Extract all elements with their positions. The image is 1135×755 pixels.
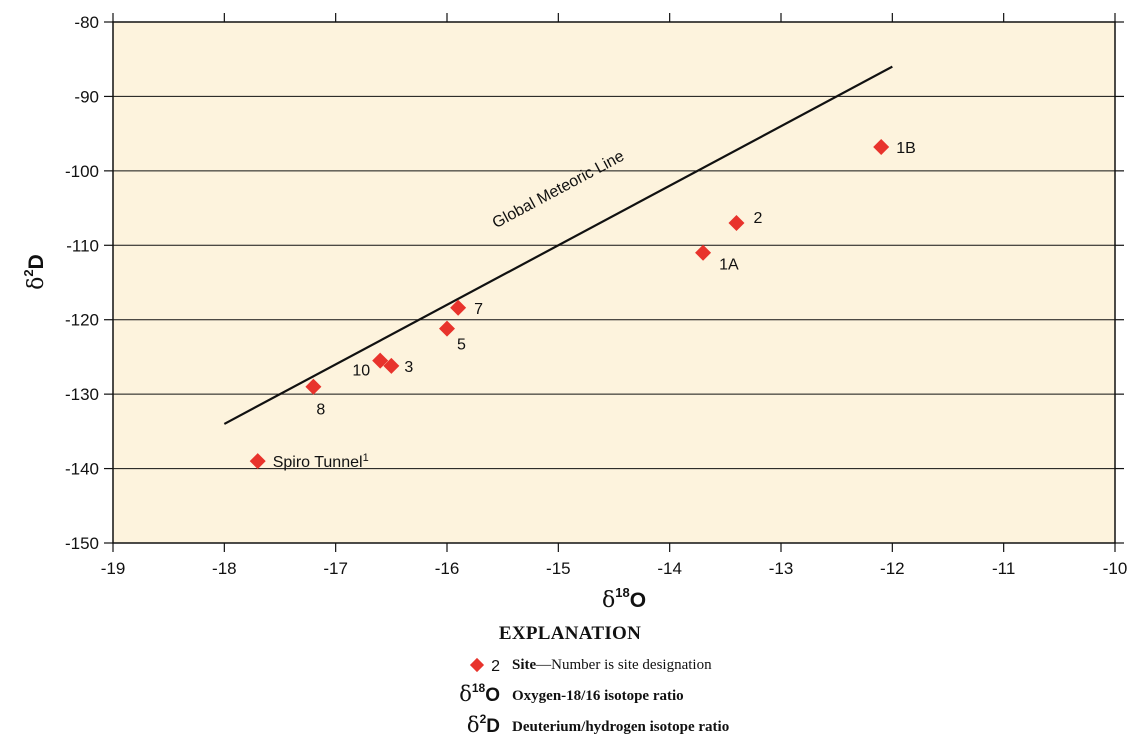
x-tick-label: -14: [657, 559, 682, 578]
x-axis-title-symbol: δ: [602, 588, 615, 613]
y-tick-label: -120: [65, 311, 99, 330]
data-point-label: 3: [404, 359, 413, 376]
explanation-title: EXPLANATION: [498, 623, 642, 644]
global-meteoric-line: [223, 65, 893, 425]
data-point-label: 5: [457, 337, 466, 354]
x-axis-title-superscript: 18: [615, 585, 629, 600]
diamond-marker-icon: [470, 657, 485, 673]
x-tick-label: -16: [435, 559, 460, 578]
explanation-legend: EXPLANATION 2 Site—Number is site design…: [300, 623, 840, 742]
legend-oxygen-key: δ18O: [459, 681, 500, 707]
data-point-marker: [873, 139, 890, 156]
x-tick-label: -18: [212, 559, 237, 578]
svg-text:δ18O: δ18O: [602, 585, 646, 613]
x-tick-label: -11: [992, 559, 1015, 578]
legend-site-key: 2: [470, 657, 500, 676]
legend-site-description: —Number is site designation: [536, 657, 712, 673]
y-tick-label: -110: [66, 236, 99, 255]
data-point-marker: [439, 320, 455, 337]
legend-row-deuterium: δ2D Deuterium/hydrogen isotope ratio: [300, 711, 840, 742]
legend-oxygen-text: Oxygen-18/16 isotope ratio: [512, 688, 684, 705]
legend-oxygen-symbol: δ: [459, 682, 472, 706]
data-point-marker: [695, 244, 712, 261]
legend-oxygen-description: Oxygen-18/16 isotope ratio: [512, 688, 684, 704]
legend-oxygen-element: O: [485, 685, 500, 706]
x-tick-label: -13: [769, 559, 794, 578]
data-point-label: 2: [753, 210, 762, 227]
legend-deuterium-description: Deuterium/hydrogen isotope ratio: [512, 719, 730, 735]
scatter-chart: -19 -18 -17 -16 -15 -14 -13 -12 -11 -10 -80 -90 -10…: [21, 13, 1128, 613]
y-axis-title-element: D: [25, 254, 48, 269]
y-tick-labels: -80 -90 -100 -110 -120 -130 -140 -150: [65, 13, 99, 553]
data-point-label: 10: [352, 363, 370, 380]
y-tick-label: -150: [65, 534, 99, 553]
x-tick-label: -19: [101, 559, 126, 578]
legend-site-key-number: 2: [491, 658, 500, 675]
x-tick-label: -17: [323, 559, 348, 578]
data-point-marker: [728, 214, 745, 231]
data-point-marker: [372, 352, 389, 369]
x-axis-title: δ18O: [602, 585, 646, 613]
x-tick-label: -12: [880, 559, 905, 578]
legend-deuterium-superscript: 2: [479, 712, 487, 726]
y-axis-title-superscript: 2: [21, 269, 36, 276]
x-tick-labels: -19 -18 -17 -16 -15 -14 -13 -12 -11 -10: [101, 559, 1128, 578]
y-tick-label: -90: [74, 87, 99, 106]
x-tick-label: -10: [1103, 559, 1128, 578]
y-tick-label: -130: [65, 385, 99, 404]
y-tick-label: -100: [65, 162, 99, 181]
point-labels: 1B 2 1A 7 5 3 10 8 Spiro Tunnel1: [273, 140, 916, 471]
legend-row-site: 2 Site—Number is site designation: [300, 649, 840, 680]
data-point-marker: [450, 299, 467, 316]
y-axis-title: δ2D: [21, 254, 49, 290]
data-points: [249, 139, 890, 470]
plot-area: [113, 22, 1115, 543]
y-tick-label: -80: [74, 13, 99, 32]
legend-site-term: Site: [512, 657, 537, 673]
data-point-label: Spiro Tunnel1: [273, 452, 369, 471]
data-point-label: 7: [474, 301, 483, 318]
legend-oxygen-superscript: 18: [471, 681, 486, 695]
data-point-marker: [305, 378, 322, 395]
data-point-marker: [249, 453, 266, 470]
legend-deuterium-symbol: δ: [466, 713, 480, 737]
x-tick-label: -15: [546, 559, 571, 578]
legend-site-text: Site—Number is site designation: [512, 657, 712, 674]
legend-row-oxygen: δ18O Oxygen-18/16 isotope ratio: [300, 680, 840, 711]
data-point-label: 1B: [896, 140, 916, 157]
data-point-label: 1A: [719, 257, 739, 274]
axis-ticks: [104, 13, 1124, 552]
legend-deuterium-text: Deuterium/hydrogen isotope ratio: [512, 719, 729, 736]
legend-deuterium-element: D: [486, 716, 500, 737]
plot-frame: [112, 21, 1116, 544]
data-point-marker: [383, 357, 400, 374]
y-axis-title-symbol: δ: [24, 277, 49, 290]
x-axis-title-element: O: [630, 589, 646, 612]
svg-text:δ2D: δ2D: [21, 254, 49, 290]
data-point-label: 8: [316, 402, 325, 419]
y-tick-label: -140: [65, 460, 99, 479]
legend-deuterium-key: δ2D: [466, 712, 500, 738]
